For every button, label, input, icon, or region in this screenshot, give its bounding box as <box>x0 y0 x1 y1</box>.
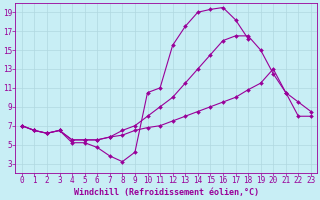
X-axis label: Windchill (Refroidissement éolien,°C): Windchill (Refroidissement éolien,°C) <box>74 188 259 197</box>
